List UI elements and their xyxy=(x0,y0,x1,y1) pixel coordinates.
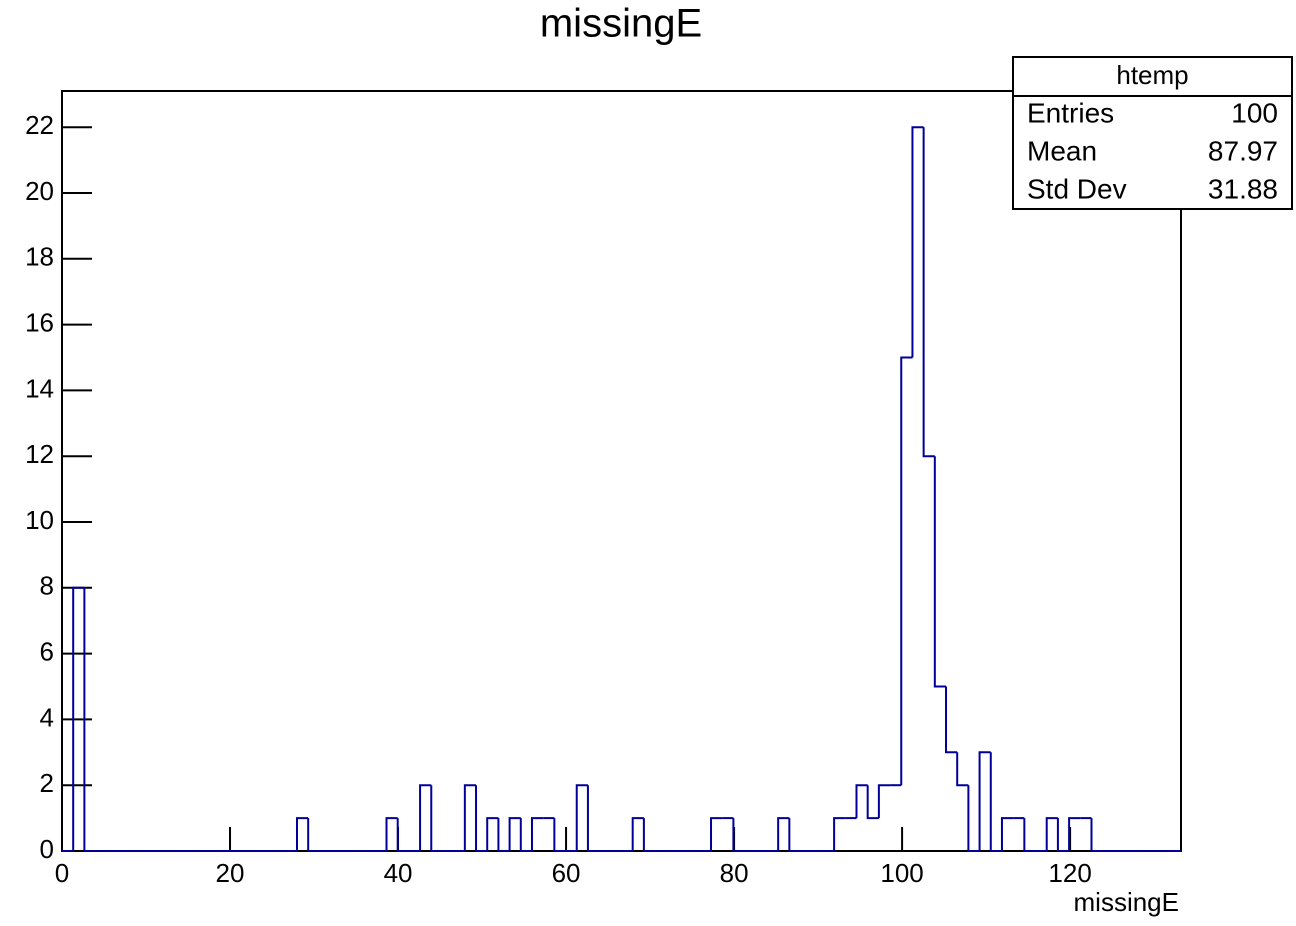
y-tick-label: 4 xyxy=(40,702,54,732)
x-tick-label: 20 xyxy=(216,858,245,888)
histogram-bin xyxy=(631,817,644,851)
histogram-bin xyxy=(989,752,1002,852)
histogram-bin xyxy=(877,784,891,819)
histogram-bin xyxy=(933,456,947,688)
histogram-bin xyxy=(575,784,588,851)
histogram-bin xyxy=(732,818,745,852)
x-tick-label: 60 xyxy=(552,858,581,888)
histogram-bin xyxy=(911,126,924,358)
x-tick-label: 80 xyxy=(720,858,749,888)
histogram-bin xyxy=(519,818,532,852)
histogram-bin xyxy=(530,817,544,851)
histogram-bin xyxy=(1068,817,1081,851)
y-tick-label: 18 xyxy=(25,242,54,272)
histogram-bin xyxy=(385,817,398,851)
stats-value: 31.88 xyxy=(1208,173,1278,204)
histogram-bin xyxy=(1000,817,1014,851)
histogram-bin xyxy=(967,785,980,852)
histogram-bin xyxy=(83,587,96,852)
histogram-bin xyxy=(978,751,991,851)
histogram-bin xyxy=(1090,818,1103,852)
y-tick-label: 0 xyxy=(40,834,54,864)
y-tick-label: 16 xyxy=(25,307,54,337)
histogram-bin xyxy=(642,818,656,852)
histogram-bin xyxy=(1056,818,1070,852)
y-tick-label: 22 xyxy=(25,110,54,140)
y-tick-label: 6 xyxy=(40,636,54,666)
histogram-bin xyxy=(866,785,879,820)
histogram-bin xyxy=(945,686,958,754)
histogram-bin xyxy=(777,817,790,851)
histogram-bin xyxy=(956,752,969,787)
y-tick-label: 12 xyxy=(25,439,54,469)
x-tick-label: 0 xyxy=(55,858,69,888)
histogram-bin xyxy=(396,818,409,852)
histogram-bin xyxy=(1023,818,1036,852)
x-tick-label: 40 xyxy=(384,858,413,888)
x-tick-label: 100 xyxy=(880,858,923,888)
x-tick-label: 120 xyxy=(1048,858,1091,888)
histogram-bin xyxy=(463,784,477,851)
stats-value: 87.97 xyxy=(1208,135,1278,166)
y-tick-label: 10 xyxy=(25,505,54,535)
stats-value: 100 xyxy=(1231,97,1278,128)
histogram-bin xyxy=(922,127,935,458)
histogram-bin xyxy=(72,586,85,851)
histogram-bin xyxy=(788,818,801,852)
histogram-bin xyxy=(307,818,320,852)
histogram-bin xyxy=(419,784,432,851)
stats-box xyxy=(1012,56,1293,210)
histogram-bin xyxy=(508,817,521,851)
y-tick-label: 14 xyxy=(25,373,54,403)
histogram-bin xyxy=(486,817,499,851)
histogram-bin xyxy=(553,818,566,852)
histogram-bin xyxy=(833,817,846,851)
histogram-bin xyxy=(475,785,488,852)
stats-label: Std Dev xyxy=(1027,173,1127,204)
histogram-bin xyxy=(900,356,913,786)
histogram-bin xyxy=(430,785,443,852)
chart-title: missingE xyxy=(540,2,702,46)
histogram-bin xyxy=(710,817,723,851)
stats-title: htemp xyxy=(1116,60,1188,90)
histogram-bin xyxy=(1045,817,1058,851)
x-axis-label: missingE xyxy=(1074,887,1179,917)
histogram-bin xyxy=(295,817,309,851)
histogram-bin xyxy=(497,818,510,852)
stats-label: Entries xyxy=(1027,97,1114,128)
histogram-bin xyxy=(586,785,600,852)
stats-label: Mean xyxy=(1027,135,1097,166)
y-tick-label: 2 xyxy=(40,768,54,798)
histogram-bin xyxy=(855,784,868,819)
y-tick-label: 8 xyxy=(40,571,54,601)
y-tick-label: 20 xyxy=(25,176,54,206)
